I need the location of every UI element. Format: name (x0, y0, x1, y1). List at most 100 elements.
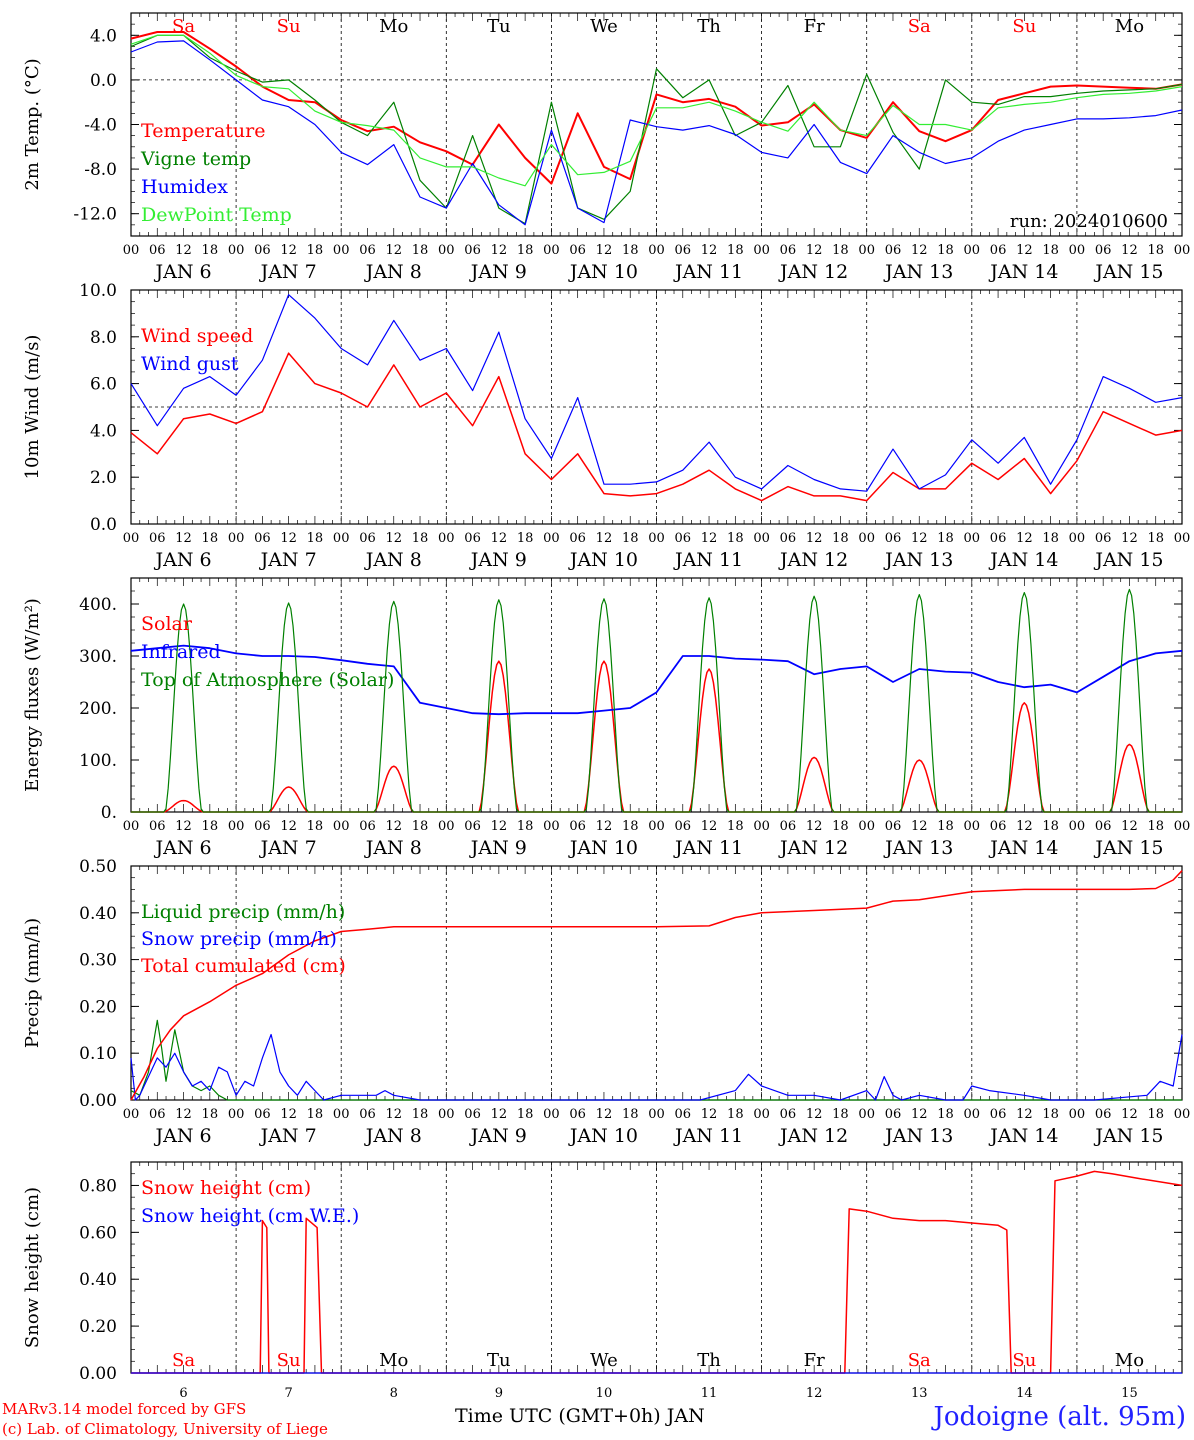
hour-label: 12 (701, 243, 718, 258)
date-label: JAN 10 (568, 261, 638, 283)
hour-label: 18 (307, 243, 324, 258)
y-tick-label: 0.60 (79, 1223, 117, 1243)
hour-label: 06 (569, 1107, 586, 1122)
date-label: JAN 9 (469, 549, 527, 571)
hour-label: 00 (753, 1107, 770, 1122)
hour-label: 12 (806, 1107, 823, 1122)
hour-label: 12 (175, 243, 192, 258)
hour-label: 00 (648, 531, 665, 546)
hour-label: 12 (701, 1107, 718, 1122)
legend-entry: Wind gust (141, 353, 239, 375)
hour-label: 18 (517, 531, 534, 546)
hour-label: 12 (1016, 819, 1033, 834)
y-tick-label: 0.40 (79, 1270, 117, 1290)
hour-label: 00 (123, 243, 140, 258)
date-label: JAN 12 (778, 837, 848, 859)
hour-label: 18 (832, 243, 849, 258)
hour-label: 00 (333, 819, 350, 834)
date-label: JAN 12 (778, 1125, 848, 1147)
day-of-week-label: We (590, 16, 618, 37)
y-tick-label: 0.20 (79, 997, 117, 1017)
day-of-week-label: Fr (804, 1350, 825, 1371)
hour-label: 18 (202, 243, 219, 258)
hour-label: 00 (438, 531, 455, 546)
series-line-2 (130, 1033, 1183, 1101)
hour-label: 00 (1069, 1107, 1086, 1122)
hour-label: 06 (254, 243, 271, 258)
hour-label: 06 (359, 1107, 376, 1122)
station-name: Jodoigne (alt. 95m) (933, 1402, 1186, 1432)
y-tick-label: 100. (79, 751, 117, 771)
date-label: JAN 11 (673, 261, 743, 283)
hour-label: 12 (1016, 243, 1033, 258)
day-of-week-label: Fr (804, 16, 825, 37)
day-of-week-label: Su (277, 1350, 301, 1371)
y-tick-label: 0.00 (79, 1364, 117, 1384)
day-of-week-label: Mo (1115, 1350, 1144, 1371)
date-label: JAN 14 (988, 837, 1058, 859)
hour-label: 18 (622, 243, 639, 258)
hour-label: 18 (1147, 819, 1164, 834)
legend-entry: Vigne temp (140, 148, 251, 170)
hour-label: 06 (569, 243, 586, 258)
y-tick-label: -4.0 (84, 116, 117, 136)
hour-label: 06 (1095, 531, 1112, 546)
date-label: JAN 15 (1093, 1125, 1163, 1147)
hour-label: 00 (753, 819, 770, 834)
hour-label: 18 (622, 531, 639, 546)
hour-label: 06 (780, 819, 797, 834)
day-of-week-label: Mo (379, 1350, 408, 1371)
y-tick-label: 0.20 (79, 1317, 117, 1337)
legend-entry: Snow precip (mm/h) (141, 928, 337, 950)
hour-label: 00 (648, 243, 665, 258)
hour-label: 18 (1042, 1107, 1059, 1122)
hour-label: 06 (885, 1107, 902, 1122)
hour-label: 00 (1174, 819, 1191, 834)
hour-label: 00 (753, 243, 770, 258)
hour-label: 18 (412, 1107, 429, 1122)
hour-label: 12 (280, 243, 297, 258)
y-axis-title: 10m Wind (m/s) (22, 335, 43, 480)
hour-label: 18 (307, 1107, 324, 1122)
hour-label: 12 (1121, 1107, 1138, 1122)
hour-label: 00 (1174, 531, 1191, 546)
y-tick-label: 0.10 (79, 1044, 117, 1064)
date-label: JAN 11 (673, 1125, 743, 1147)
day-of-week-label: Su (277, 16, 301, 37)
legend-entry: Snow height (cm) (141, 1177, 311, 1199)
hour-label: 18 (727, 1107, 744, 1122)
y-tick-label: 6.0 (90, 375, 117, 395)
hour-label: 06 (569, 819, 586, 834)
y-tick-label: 0.00 (79, 1091, 117, 1111)
hour-label: 18 (622, 819, 639, 834)
hour-label: 12 (175, 1107, 192, 1122)
date-label: JAN 14 (988, 261, 1058, 283)
hour-label: 18 (937, 819, 954, 834)
hour-label: 00 (438, 1107, 455, 1122)
date-label: JAN 13 (883, 1125, 953, 1147)
hour-label: 06 (254, 819, 271, 834)
date-label: JAN 7 (259, 261, 317, 283)
hour-label: 00 (858, 531, 875, 546)
time-axis-label: Time UTC (GMT+0h) JAN (455, 1405, 705, 1427)
date-label: JAN 6 (154, 837, 212, 859)
hour-label: 00 (1069, 531, 1086, 546)
hour-label: 12 (491, 531, 508, 546)
hour-label: 06 (1095, 1107, 1112, 1122)
hour-label: 06 (149, 243, 166, 258)
panel-4 (130, 865, 1183, 1101)
hour-label: 12 (1016, 531, 1033, 546)
legend-entry: Humidex (141, 176, 228, 198)
legend-entry: Infrared (141, 641, 221, 663)
date-label: JAN 8 (364, 261, 422, 283)
y-tick-label: 8.0 (90, 328, 117, 348)
hour-label: 18 (727, 819, 744, 834)
day-of-week-label: Su (1012, 1350, 1036, 1371)
hour-label: 06 (254, 1107, 271, 1122)
y-tick-label: 0.80 (79, 1176, 117, 1196)
day-number-label: 8 (390, 1386, 398, 1401)
hour-label: 18 (412, 243, 429, 258)
hour-label: 06 (885, 531, 902, 546)
hour-label: 00 (858, 243, 875, 258)
hour-label: 18 (1147, 1107, 1164, 1122)
